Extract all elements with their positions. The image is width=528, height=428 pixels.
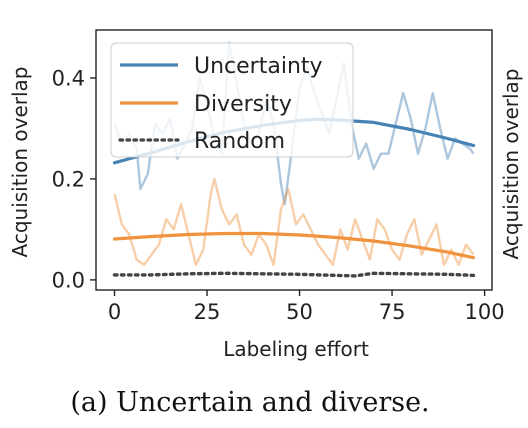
legend-label-diversity: Diversity <box>194 92 292 117</box>
legend: Uncertainty Diversity Random <box>110 42 354 158</box>
x-tick-label: 0 <box>108 300 121 324</box>
x-tick-label: 100 <box>465 300 505 324</box>
x-axis-label: Labeling effort <box>223 337 369 361</box>
y-axis-ticks: 0.0 0.2 0.4 <box>52 66 96 292</box>
trend-line-random <box>112 271 476 278</box>
plot-frame <box>95 29 493 291</box>
raw-line-diversity <box>113 177 475 266</box>
legend-box <box>110 42 354 158</box>
y-tick-label: 0.0 <box>52 268 85 292</box>
x-axis-ticks: 0 25 50 75 100 <box>108 290 505 324</box>
figure-caption: (a) Uncertain and diverse. <box>70 387 429 418</box>
y-tick-label: 0.2 <box>52 167 85 191</box>
legend-label-random: Random <box>194 129 285 154</box>
y-axis-label-right: Acquisition overlap <box>499 68 523 259</box>
x-tick-label: 50 <box>286 300 313 324</box>
y-axis-label: Acquisition overlap <box>8 66 32 257</box>
trend-line-diversity <box>112 231 476 260</box>
x-tick-label: 25 <box>194 300 221 324</box>
y-tick-label: 0.4 <box>52 66 85 90</box>
legend-label-uncertainty: Uncertainty <box>194 54 323 79</box>
x-tick-label: 75 <box>379 300 406 324</box>
